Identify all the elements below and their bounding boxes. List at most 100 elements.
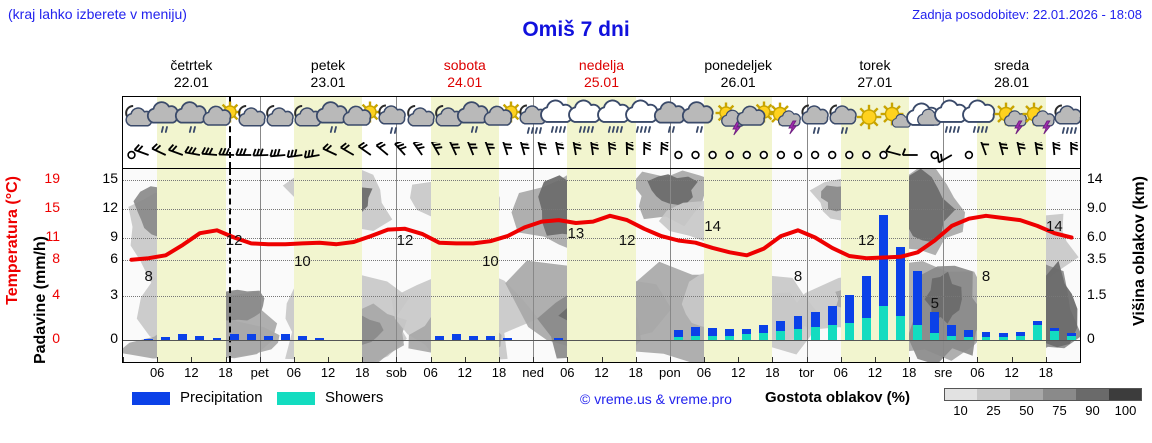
cloud-sun-icon <box>202 99 242 141</box>
precipitation-bar <box>810 312 820 327</box>
wind-barb <box>151 143 167 156</box>
precipitation-bar <box>229 334 239 340</box>
wind-calm-marker <box>793 150 803 160</box>
showers-bar <box>742 334 752 340</box>
cloud-density-swatch <box>1076 388 1109 401</box>
x-tickmark <box>191 357 193 362</box>
precipitation-tick: 6 <box>110 249 118 266</box>
showers-bar <box>1049 331 1059 340</box>
cloud-height-tick: 9.0 <box>1087 198 1107 215</box>
temperature-label: 12 <box>225 232 243 250</box>
precipitation-bar <box>827 305 837 325</box>
showers-bar <box>861 318 871 340</box>
weather-icon-strip <box>122 96 1081 142</box>
day-date: 28.01 <box>994 74 1030 90</box>
day-name: sobota <box>443 57 486 73</box>
cloud-rain-icon <box>567 99 607 141</box>
sun-icon <box>849 99 889 141</box>
wind-barb <box>394 142 407 156</box>
wind-barb <box>303 149 320 159</box>
precipitation-bar <box>1032 320 1042 325</box>
daylight-band <box>977 142 1046 168</box>
day-separator <box>669 142 671 168</box>
showers-bar <box>1067 335 1076 340</box>
day-date: 24.01 <box>447 74 483 90</box>
precipitation-bar <box>246 334 256 340</box>
temperature-label: 5 <box>930 295 939 313</box>
plot-area: 812101210131214812581411 <box>122 168 1081 363</box>
wind-barb <box>286 149 303 158</box>
precipitation-bar <box>554 337 564 340</box>
showers-legend-label: Showers <box>325 389 384 406</box>
showers-bar <box>879 305 888 340</box>
day-header: torek 27.01 <box>807 57 944 91</box>
x-tick-label: 12 <box>320 365 336 380</box>
precipitation-bar <box>297 335 307 340</box>
weekend-day-bands <box>123 169 1080 362</box>
day-separator <box>396 142 398 168</box>
wind-barb <box>201 146 218 156</box>
wind-barb <box>572 142 582 156</box>
x-tick-label: 06 <box>423 365 438 380</box>
wind-calm-marker <box>930 150 939 160</box>
daylight-band <box>293 169 363 362</box>
x-tickmark <box>1045 357 1047 362</box>
wind-calm-marker <box>845 150 854 160</box>
wind-barb <box>537 142 547 156</box>
showers-bar <box>896 316 905 340</box>
copyright-link[interactable]: © vreme.us & vreme.pro <box>580 391 732 407</box>
day-name: četrtek <box>170 57 213 73</box>
wind-barbs <box>127 142 1079 164</box>
precipitation-bar <box>691 327 700 336</box>
precipitation-bar <box>725 329 735 336</box>
day-separator <box>396 169 398 362</box>
precipitation-bar <box>913 271 923 325</box>
cloud-density-swatch <box>1109 388 1142 401</box>
precipitation-tick: 9 <box>110 227 118 244</box>
wind-calm-marker <box>674 150 683 160</box>
wind-barb <box>133 144 149 156</box>
wind-barb <box>412 142 425 156</box>
moon-cloud-drizzle-icon <box>821 99 861 141</box>
x-tick-label: 12 <box>594 365 609 380</box>
x-tickmark <box>738 357 740 362</box>
precipitation-bar <box>468 335 478 340</box>
cloud-density-value: 75 <box>1052 403 1067 418</box>
wind-barb <box>625 142 634 156</box>
wind-barb <box>607 142 617 156</box>
x-tickmark <box>225 357 227 362</box>
wind-barb <box>643 142 652 155</box>
showers-bar <box>691 335 700 340</box>
daylight-band <box>157 169 226 362</box>
precipitation-legend-swatch <box>132 392 170 405</box>
precipitation-bar <box>280 334 290 340</box>
day-date: 25.01 <box>583 74 620 90</box>
wind-calm-marker <box>127 150 136 160</box>
wind-calm-marker <box>776 150 786 160</box>
day-header: ponedeljek 26.01 <box>670 57 807 91</box>
x-tick-label: 06 <box>560 365 575 380</box>
horizontal-gridline <box>123 259 1080 261</box>
wind-barb-strip <box>122 142 1081 168</box>
moon-cloud-icon <box>258 99 298 141</box>
x-tickmark <box>704 357 706 362</box>
location-menu-note[interactable]: (kraj lahko izberete v meniju) <box>8 6 187 22</box>
x-tickmark <box>396 357 398 362</box>
temperature-label: 14 <box>1046 217 1063 235</box>
cloud-sun-icon <box>736 99 776 141</box>
wind-calm-marker <box>964 150 974 160</box>
precipitation-bars <box>123 169 1080 362</box>
cloud-density-value: 90 <box>1085 403 1100 418</box>
wind-barb <box>430 142 443 156</box>
cloud-density-scale-border <box>944 388 1142 401</box>
showers-bar <box>673 336 683 340</box>
wind-calm-marker <box>725 150 734 160</box>
page-title: Omiš 7 dni <box>522 18 630 41</box>
wind-barb <box>168 144 184 156</box>
x-tickmark <box>840 357 842 362</box>
x-tickmark <box>157 357 159 362</box>
x-tick-label: 18 <box>628 365 643 380</box>
wind-barb <box>901 148 918 156</box>
cloud-height-tick: 6.0 <box>1087 227 1107 244</box>
showers-bar <box>1015 335 1025 340</box>
